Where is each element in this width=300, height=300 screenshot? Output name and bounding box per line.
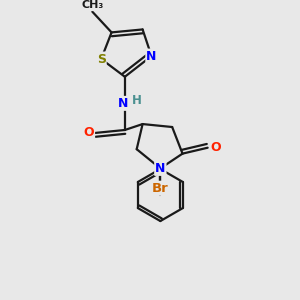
Text: O: O <box>211 141 221 154</box>
Text: N: N <box>146 50 157 63</box>
Text: S: S <box>97 52 106 65</box>
Text: Br: Br <box>152 182 169 195</box>
Text: O: O <box>83 126 94 140</box>
Text: CH₃: CH₃ <box>81 0 104 10</box>
Text: N: N <box>155 162 166 175</box>
Text: H: H <box>132 94 142 107</box>
Text: N: N <box>118 97 129 110</box>
